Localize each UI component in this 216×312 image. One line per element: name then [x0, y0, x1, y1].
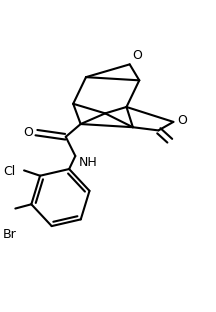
- Text: O: O: [178, 114, 187, 127]
- Text: Br: Br: [3, 228, 17, 241]
- Text: O: O: [23, 126, 33, 139]
- Text: O: O: [132, 49, 142, 61]
- Text: Cl: Cl: [3, 165, 16, 178]
- Text: NH: NH: [79, 156, 97, 169]
